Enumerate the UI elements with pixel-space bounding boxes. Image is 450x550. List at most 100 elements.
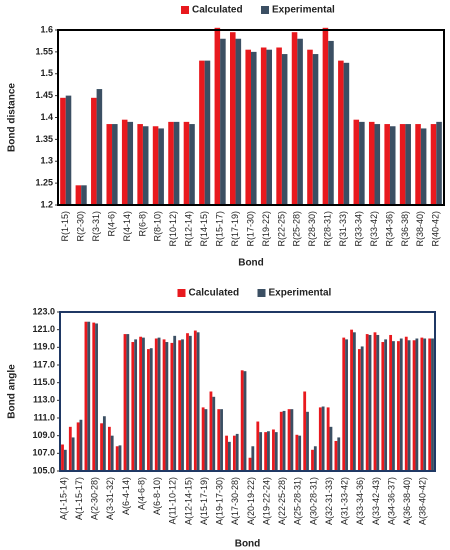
y-tick-label: 107.0 bbox=[32, 448, 55, 458]
bar bbox=[193, 330, 197, 471]
y-tick-label: 105.0 bbox=[32, 465, 55, 475]
bar bbox=[106, 124, 113, 205]
x-tick-label: R(2-30) bbox=[76, 211, 86, 242]
bar bbox=[217, 409, 221, 471]
bar bbox=[415, 338, 419, 471]
bar bbox=[204, 60, 211, 205]
bar bbox=[312, 54, 319, 205]
bar bbox=[392, 341, 395, 471]
bar bbox=[276, 47, 282, 205]
x-tick-label: A(30-28-31) bbox=[308, 477, 318, 525]
bar bbox=[92, 322, 96, 471]
bar bbox=[307, 49, 313, 205]
x-tick-label: A(20-19-22) bbox=[246, 477, 256, 525]
y-tick-label: 1.45 bbox=[35, 90, 53, 100]
y-tick-label: 1.25 bbox=[35, 178, 53, 188]
x-tick-label: A(38-40-42) bbox=[418, 477, 428, 525]
y-tick-label: 1.4 bbox=[40, 112, 53, 122]
x-tick-label: A(34-36-37) bbox=[386, 477, 396, 525]
bar bbox=[188, 335, 192, 471]
y-tick-label: 1.5 bbox=[40, 68, 53, 78]
bar bbox=[342, 337, 346, 471]
bar bbox=[232, 435, 236, 471]
x-tick-label: R(33-42) bbox=[369, 211, 379, 247]
bar bbox=[181, 339, 184, 471]
bar bbox=[399, 338, 403, 471]
x-tick-label: A(12-14-15) bbox=[183, 477, 193, 525]
bar bbox=[321, 406, 325, 471]
bar bbox=[186, 333, 189, 471]
bar bbox=[95, 323, 98, 471]
bar bbox=[343, 62, 350, 205]
bar bbox=[173, 121, 180, 205]
bar bbox=[126, 334, 130, 471]
bar bbox=[256, 421, 260, 471]
y-tick-label: 111.0 bbox=[33, 412, 55, 422]
bar bbox=[68, 426, 72, 471]
x-tick-label: R(33-34) bbox=[353, 211, 363, 247]
bar bbox=[407, 340, 411, 471]
bar bbox=[183, 121, 190, 205]
bar bbox=[149, 348, 153, 471]
y-axis-label: Bond angle bbox=[7, 364, 18, 419]
x-tick-label: A(33-34-36) bbox=[355, 477, 365, 525]
bar bbox=[266, 49, 272, 205]
bar bbox=[389, 126, 396, 205]
y-tick-label: 1.3 bbox=[40, 156, 53, 166]
bar bbox=[162, 339, 166, 471]
x-tick-label: R(14-15) bbox=[199, 211, 209, 247]
x-tick-label: R(34-36) bbox=[384, 211, 394, 247]
bar bbox=[384, 339, 388, 471]
bar bbox=[311, 449, 314, 471]
bar bbox=[428, 338, 432, 471]
bar bbox=[60, 97, 66, 205]
x-tick-label: R(10-12) bbox=[168, 211, 178, 247]
bar bbox=[381, 342, 385, 471]
y-tick-label: 119.0 bbox=[33, 342, 55, 352]
bar bbox=[365, 334, 369, 471]
bar bbox=[368, 121, 375, 205]
bar bbox=[334, 440, 338, 471]
y-tick-label: 1.35 bbox=[35, 134, 53, 144]
y-tick-label: 123.0 bbox=[32, 306, 55, 316]
bar bbox=[281, 54, 288, 205]
x-axis-label: Bond bbox=[238, 258, 264, 269]
bar bbox=[412, 340, 416, 471]
bar bbox=[87, 321, 91, 471]
bar bbox=[267, 431, 270, 471]
bar bbox=[245, 49, 251, 205]
bar bbox=[297, 38, 303, 205]
y-tick-label: 115.0 bbox=[33, 377, 55, 387]
bar bbox=[173, 335, 177, 471]
bar bbox=[81, 185, 87, 205]
x-tick-label: R(31-33) bbox=[338, 211, 348, 247]
bar bbox=[251, 446, 255, 471]
x-tick-label: A(17-30-28) bbox=[230, 477, 240, 525]
bar bbox=[170, 342, 174, 471]
legend-swatch bbox=[177, 289, 186, 297]
bar bbox=[352, 332, 356, 471]
bar bbox=[337, 437, 341, 471]
bar bbox=[376, 334, 380, 471]
bar bbox=[100, 423, 103, 471]
x-tick-label: A(11-10-12) bbox=[168, 477, 178, 524]
bar bbox=[259, 432, 263, 471]
bar bbox=[152, 126, 159, 205]
bar bbox=[430, 124, 437, 205]
bar bbox=[121, 119, 128, 205]
bar bbox=[420, 337, 424, 471]
bar bbox=[220, 38, 226, 205]
bar bbox=[196, 332, 200, 471]
bar bbox=[199, 60, 205, 205]
bar bbox=[272, 429, 275, 471]
bar bbox=[295, 434, 299, 471]
y-tick-label: 117.0 bbox=[33, 359, 55, 369]
x-tick-label: A(31-33-42) bbox=[340, 477, 350, 525]
bar bbox=[63, 449, 67, 471]
bar bbox=[212, 396, 216, 471]
bar bbox=[96, 89, 103, 205]
bar bbox=[345, 339, 348, 471]
bar bbox=[399, 124, 406, 205]
x-tick-label: R(36-38) bbox=[400, 211, 410, 247]
